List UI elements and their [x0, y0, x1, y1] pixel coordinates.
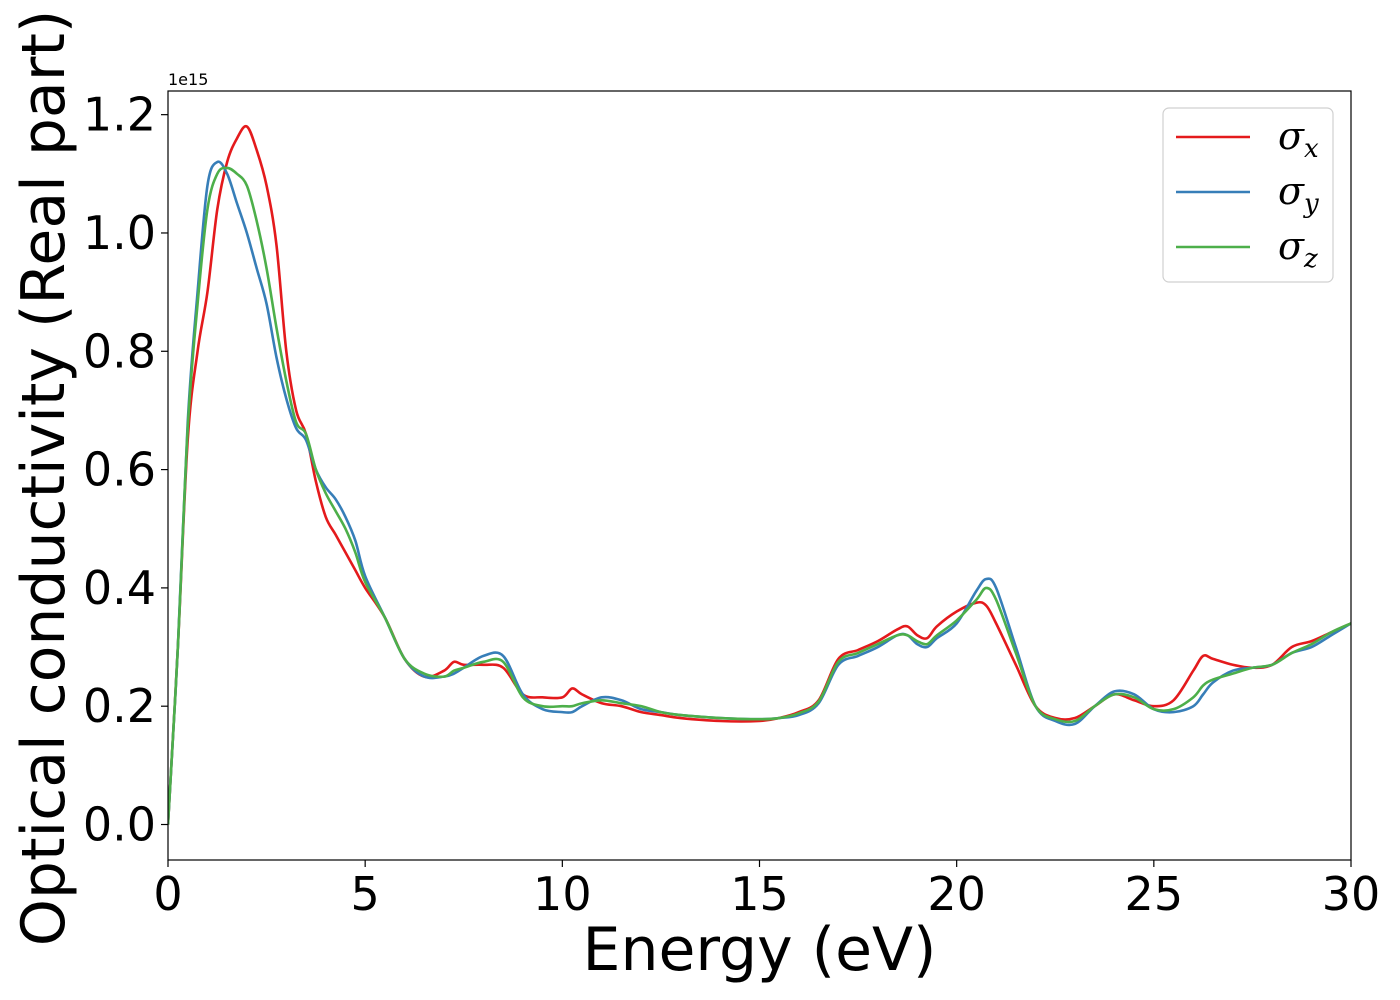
y-tick-label: 0.4: [83, 561, 156, 615]
x-tick-label: 10: [533, 867, 592, 921]
y-tick-label: 0.8: [83, 324, 156, 378]
y-tick-label: 0.6: [83, 443, 156, 497]
y-tick-label: 0.0: [83, 798, 156, 852]
y-offset-text: 1e15: [168, 70, 208, 89]
x-tick-label: 5: [351, 867, 380, 921]
x-tick-label: 30: [1322, 867, 1381, 921]
x-axis: 0 5 10 15 20 25 30: [153, 860, 1380, 921]
series-layer: [168, 124, 1351, 825]
x-tick-label: 25: [1125, 867, 1184, 921]
x-tick-label: 15: [730, 867, 789, 921]
legend-label-y: σy: [1278, 169, 1319, 219]
y-tick-label: 1.2: [83, 88, 156, 142]
y-tick-label: 1.0: [83, 206, 156, 260]
legend-box: [1162, 107, 1334, 283]
series-line-z: [168, 166, 1351, 825]
x-tick-label: 20: [927, 867, 986, 921]
x-axis-label: Energy (eV): [583, 915, 937, 985]
y-axis-label: Optical conductivity (Real part): [9, 10, 79, 947]
y-axis: 0.0 0.2 0.4 0.6 0.8 1.0 1.2: [83, 88, 168, 852]
y-tick-label: 0.2: [83, 679, 156, 733]
legend-label-z: σz: [1278, 224, 1318, 274]
x-tick-label: 0: [153, 867, 182, 921]
series-line-y: [168, 160, 1351, 825]
legend-label-x: σx: [1278, 114, 1319, 164]
